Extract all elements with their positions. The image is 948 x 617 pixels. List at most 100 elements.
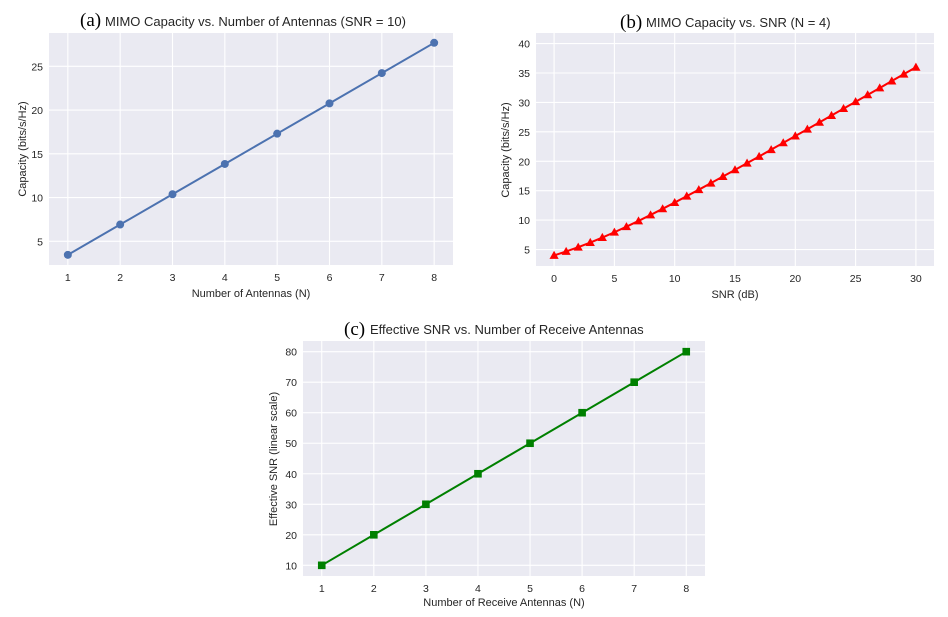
chart-a-xtick-label: 4 — [222, 272, 228, 284]
chart-b-xtick-label: 5 — [611, 273, 617, 285]
chart-c-ytick-label: 30 — [285, 499, 297, 511]
chart-a-xtick-label: 8 — [431, 272, 437, 284]
chart-b-data-point — [682, 191, 692, 200]
chart-b-xtick-label: 0 — [551, 273, 557, 285]
chart-a-xtick-label: 1 — [65, 272, 71, 284]
chart-a: (a) MIMO Capacity vs. Number of Antennas… — [17, 10, 453, 300]
chart-b-data-point — [561, 246, 571, 255]
chart-c-ytick-label: 10 — [285, 560, 297, 572]
chart-c-xtick-label: 8 — [683, 583, 689, 595]
chart-c-xtick-label: 3 — [423, 583, 429, 595]
chart-b-ytick-label: 25 — [518, 127, 530, 139]
chart-a-letter: (a) — [80, 10, 101, 31]
chart-b-data-point — [597, 232, 607, 241]
chart-b-data-point — [863, 90, 873, 99]
chart-b-data-point — [609, 227, 619, 236]
chart-b-data-point — [838, 104, 849, 113]
chart-c-ytick-label: 50 — [285, 438, 297, 450]
chart-a-ytick-label: 25 — [31, 61, 43, 73]
chart-b-data-point — [549, 250, 559, 259]
chart-b-data-point — [730, 165, 740, 174]
chart-c-grid — [303, 341, 705, 576]
chart-b: (b) MIMO Capacity vs. SNR (N = 4) 0 5 10 15… — [500, 12, 934, 301]
chart-c-title: Effective SNR vs. Number of Receive Ante… — [370, 322, 644, 337]
chart-c-ytick-label: 20 — [285, 530, 297, 542]
chart-c-ytick-label: 70 — [285, 377, 297, 389]
chart-b-data-point — [899, 69, 909, 78]
chart-a-data-point — [116, 220, 125, 229]
chart-a-ytick-label: 10 — [31, 193, 43, 205]
chart-a-ticks: 1 2 3 4 5 6 7 8 5 10 15 20 25 — [31, 61, 437, 284]
chart-c-letter: (c) — [344, 319, 365, 340]
chart-a-xtick-label: 3 — [170, 272, 176, 284]
chart-c: (c) Effective SNR vs. Number of Receive … — [268, 319, 705, 609]
chart-b-data-point — [766, 145, 776, 154]
chart-b-title: MIMO Capacity vs. SNR (N = 4) — [646, 15, 831, 30]
chart-b-xtick-label: 25 — [850, 273, 862, 285]
chart-b-ytick-label: 5 — [524, 245, 530, 257]
chart-c-ticks: 1 2 3 4 5 6 7 8 10 20 30 40 50 60 70 80 — [285, 347, 689, 595]
chart-a-xtick-label: 7 — [379, 272, 385, 284]
chart-a-data-point — [63, 250, 72, 259]
chart-b-xtick-label: 20 — [789, 273, 801, 285]
chart-b-ytick-label: 35 — [518, 68, 530, 80]
chart-c-data-point — [630, 378, 638, 387]
chart-b-ylabel: Capacity (bits/s/Hz) — [500, 102, 512, 197]
chart-b-data-point — [670, 197, 680, 207]
chart-b-data-point — [645, 210, 656, 219]
chart-b-data-point — [778, 138, 788, 147]
chart-b-data-point — [742, 158, 752, 167]
chart-b-ytick-label: 30 — [518, 97, 530, 109]
chart-c-data-point — [370, 530, 378, 539]
chart-b-ytick-label: 40 — [518, 39, 530, 51]
chart-c-xtick-label: 2 — [371, 583, 377, 595]
chart-b-xtick-label: 10 — [669, 273, 681, 285]
chart-a-data-point — [430, 38, 439, 47]
chart-a-data-point — [325, 99, 334, 108]
chart-b-data-point — [754, 151, 764, 160]
chart-b-grid — [536, 33, 934, 266]
chart-c-data-point — [474, 469, 482, 478]
chart-b-data-point — [633, 216, 644, 225]
chart-a-xtick-label: 5 — [274, 272, 280, 284]
chart-c-data-point — [526, 439, 534, 448]
chart-b-xtick-label: 15 — [729, 273, 741, 285]
chart-b-ticks: 0 5 10 15 20 25 30 5 10 15 20 25 30 35 40 — [518, 39, 922, 285]
chart-a-data-point — [273, 129, 282, 138]
chart-a-series-line — [66, 41, 436, 256]
chart-b-xlabel: SNR (dB) — [711, 289, 758, 301]
chart-a-xtick-label: 2 — [117, 272, 123, 284]
chart-c-data-point — [422, 500, 430, 509]
chart-a-title: MIMO Capacity vs. Number of Antennas (SN… — [105, 14, 406, 29]
chart-b-data-point — [802, 124, 812, 133]
chart-c-xtick-label: 6 — [579, 583, 585, 595]
chart-b-data-point — [911, 62, 921, 71]
chart-a-series — [63, 38, 439, 259]
chart-a-data-point — [168, 190, 177, 199]
chart-a-ytick-label: 15 — [31, 149, 43, 161]
chart-b-data-point — [658, 204, 668, 213]
chart-b-data-point — [573, 242, 583, 251]
chart-c-xtick-label: 4 — [475, 583, 481, 595]
chart-c-data-point — [682, 347, 691, 356]
chart-a-ytick-label: 5 — [37, 236, 43, 248]
chart-c-xtick-label: 5 — [527, 583, 533, 595]
chart-b-data-point — [814, 117, 825, 126]
chart-c-xlabel: Number of Receive Antennas (N) — [423, 597, 584, 609]
chart-b-data-point — [694, 185, 704, 194]
chart-c-ytick-label: 80 — [285, 347, 297, 359]
chart-a-ylabel: Capacity (bits/s/Hz) — [17, 101, 29, 196]
chart-b-data-point — [826, 110, 837, 119]
chart-c-series-line — [320, 350, 688, 567]
chart-b-data-point — [621, 222, 632, 231]
chart-b-xtick-label: 30 — [910, 273, 922, 285]
chart-b-data-point — [887, 76, 897, 85]
chart-b-series — [549, 62, 921, 259]
chart-a-data-point — [377, 69, 386, 78]
chart-c-xtick-label: 7 — [631, 583, 637, 595]
chart-c-data-point — [317, 561, 326, 570]
chart-b-data-point — [706, 178, 716, 187]
chart-c-data-point — [578, 408, 586, 417]
chart-b-data-point — [851, 97, 861, 106]
